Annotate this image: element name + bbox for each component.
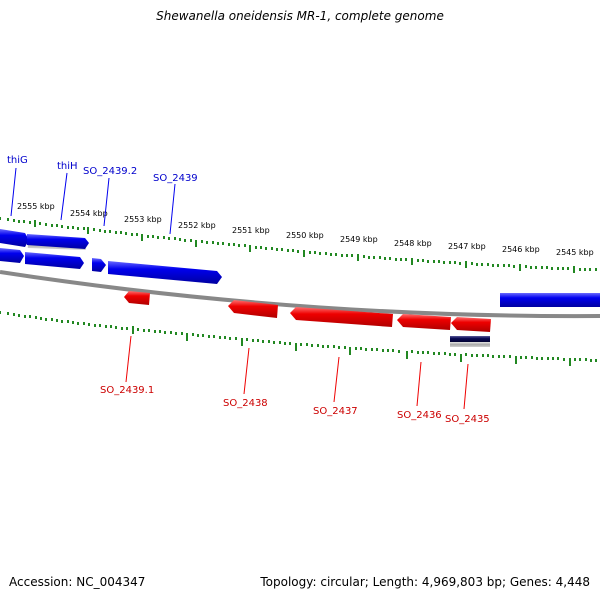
scale-label: 2554 kbp	[70, 209, 108, 218]
gene-fwd-b[interactable]	[25, 252, 84, 269]
gene-label[interactable]: thiH	[57, 161, 78, 172]
inner-tick-scale	[0, 311, 597, 366]
gene-label[interactable]: SO_2439.2	[83, 166, 137, 177]
forward-label-leaders	[10, 167, 176, 235]
gene-label[interactable]: thiG	[7, 155, 28, 166]
gene-SO-2436[interactable]	[397, 314, 451, 330]
gene-SO-2438[interactable]	[228, 300, 278, 318]
genome-backbone	[0, 270, 600, 319]
gene-SO-2435-shadow	[450, 342, 490, 347]
gene-SO-2439[interactable]	[108, 261, 222, 284]
gene-SO-2435[interactable]	[451, 317, 491, 332]
map-title: Shewanella oneidensis MR-1, complete gen…	[156, 9, 444, 23]
gene-thiH[interactable]	[27, 234, 89, 249]
gene-fwd-a[interactable]	[0, 248, 24, 263]
scale-label: 2550 kbp	[286, 231, 324, 240]
scale-label: 2546 kbp	[502, 245, 540, 254]
scale-label: 2551 kbp	[232, 226, 270, 235]
gene-label[interactable]: SO_2435	[445, 414, 490, 425]
reverse-strand-track	[124, 291, 491, 347]
gene-SO-2437[interactable]	[290, 307, 393, 327]
scale-label: 2549 kbp	[340, 235, 378, 244]
gene-label[interactable]: SO_2436	[397, 410, 442, 421]
gene-label[interactable]: SO_2438	[223, 398, 268, 409]
gene-label[interactable]: SO_2439	[153, 173, 198, 184]
gene-fwd-right[interactable]	[500, 293, 600, 307]
reverse-label-leaders	[125, 335, 469, 410]
scale-label: 2547 kbp	[448, 242, 486, 251]
scale-label: 2553 kbp	[124, 215, 162, 224]
scale-label: 2552 kbp	[178, 221, 216, 230]
scale-label: 2548 kbp	[394, 239, 432, 248]
gene-label[interactable]: SO_2439.1	[100, 385, 154, 396]
gene-SO-2439-2[interactable]	[92, 258, 106, 272]
gene-label[interactable]: SO_2437	[313, 406, 358, 417]
tick-minor	[0, 311, 597, 362]
genome-summary: Topology: circular; Length: 4,969,803 bp…	[260, 575, 590, 589]
outer-tick-scale	[0, 217, 597, 273]
forward-strand-track	[0, 229, 600, 307]
scale-labels: 2555 kbp 2554 kbp 2553 kbp 2552 kbp 2551…	[17, 202, 594, 257]
gene-thiG[interactable]	[0, 229, 29, 247]
reverse-gene-labels: SO_2439.1 SO_2438 SO_2437 SO_2436 SO_243…	[100, 385, 490, 425]
tick-minor	[0, 217, 597, 271]
scale-label: 2555 kbp	[17, 202, 55, 211]
forward-gene-labels: thiG thiH SO_2439.2 SO_2439	[7, 155, 198, 184]
scale-label: 2545 kbp	[556, 248, 594, 257]
gene-SO-2439-1[interactable]	[124, 291, 150, 305]
gene-SO-2435-dark[interactable]	[450, 336, 490, 342]
accession-label: Accession: NC_004347	[9, 575, 146, 589]
